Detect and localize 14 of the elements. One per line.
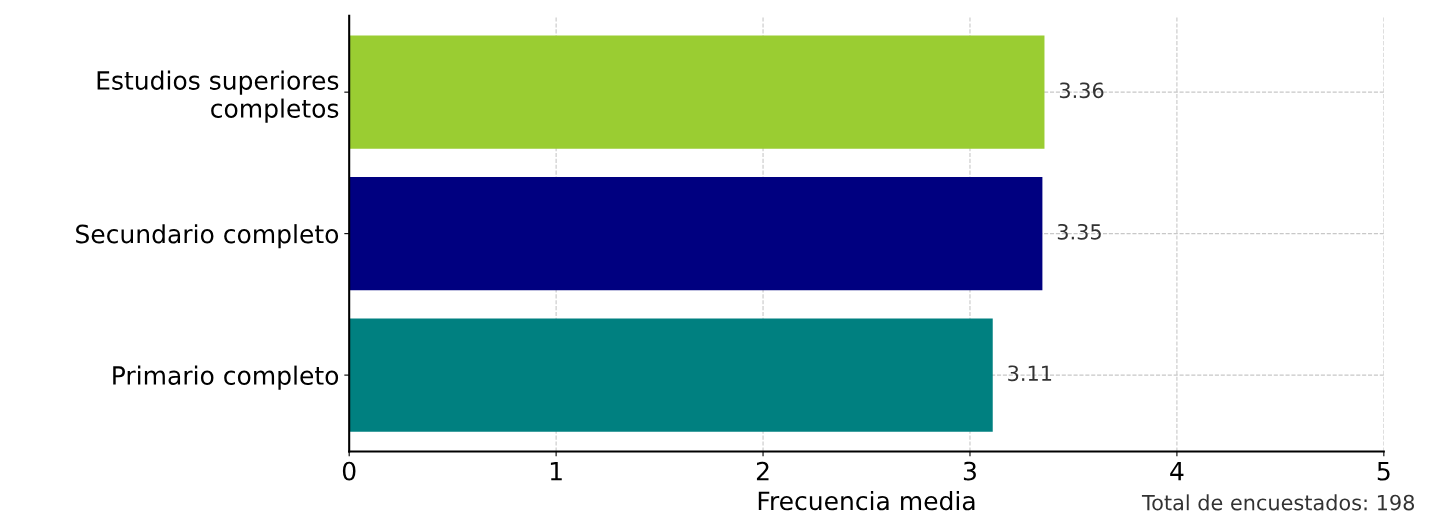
- x-tick-label: 3: [963, 461, 976, 481]
- y-tick-label: Secundario completo: [76, 224, 339, 249]
- text: Total de encuestados: 198: [1141, 494, 1415, 511]
- data-label: 3.36: [1059, 82, 1104, 99]
- y-tick-label: Estudios superiores completos: [97, 70, 339, 123]
- data-label: 3.11: [1008, 365, 1052, 382]
- y-tick-label: Primario completo: [113, 365, 339, 390]
- x-tick-label: 5: [1377, 461, 1390, 481]
- x-tick-label: 0: [342, 461, 356, 481]
- x-tick-label: 1: [550, 461, 562, 481]
- x-axis-title: Frecuencia media: [758, 490, 975, 511]
- x-tick-label: 2: [756, 461, 769, 481]
- x-tick-label: 4: [1170, 461, 1184, 481]
- data-label: 3.35: [1057, 223, 1101, 240]
